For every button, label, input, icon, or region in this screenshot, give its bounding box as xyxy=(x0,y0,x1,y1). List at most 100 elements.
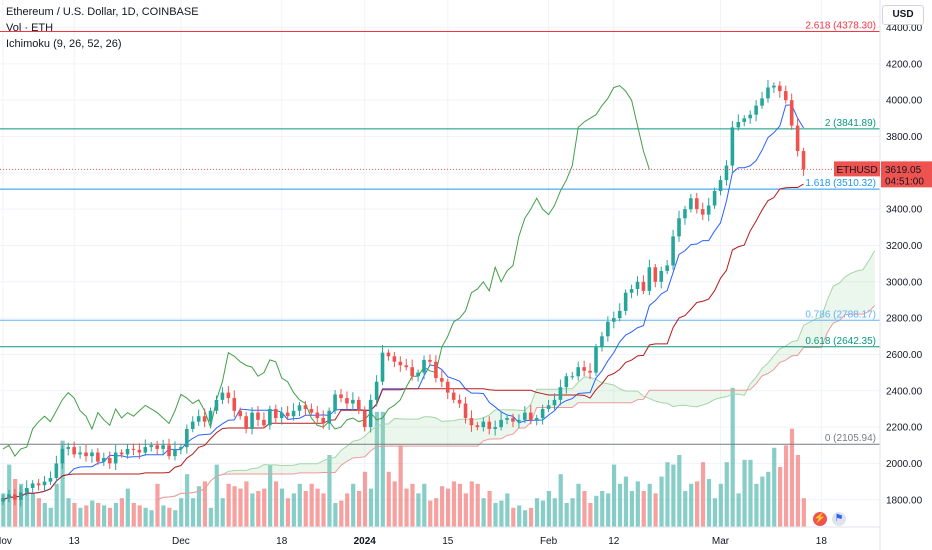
volume-bar xyxy=(540,500,546,527)
volume-bar xyxy=(179,498,184,527)
fib-label: 2.618 (4378.30) xyxy=(805,20,876,31)
candle-body xyxy=(665,265,669,271)
volume-bar xyxy=(582,491,587,527)
candle-body xyxy=(635,281,640,290)
candle-body xyxy=(309,408,314,413)
candle-body xyxy=(801,151,806,170)
candle-body xyxy=(18,492,23,500)
volume-bar xyxy=(291,493,296,527)
volume-bar xyxy=(641,491,646,527)
currency-button[interactable]: USD xyxy=(882,5,924,25)
volume-bar xyxy=(606,493,611,527)
candle-body xyxy=(540,408,545,419)
time-tick-label: 18 xyxy=(816,536,828,547)
leading-span-a xyxy=(156,250,876,501)
volume-bar xyxy=(66,498,71,527)
volume-bar xyxy=(617,483,623,527)
candle-body xyxy=(173,448,177,457)
volume-bar xyxy=(635,481,640,527)
candle-body xyxy=(695,198,699,210)
candle-body xyxy=(119,452,124,455)
candle-body xyxy=(718,180,723,191)
volume-bar xyxy=(742,459,747,527)
time-tick-label: Feb xyxy=(540,536,558,547)
candle-body xyxy=(220,392,225,400)
symbol-legend[interactable]: Ethereum / U.S. Dollar, 1D, COINBASE xyxy=(6,6,199,18)
volume-bar xyxy=(736,493,741,527)
fib-label: 2 (3841.89) xyxy=(825,118,876,129)
volume-bar xyxy=(434,498,439,527)
volume-bar xyxy=(60,440,65,527)
volume-bar xyxy=(279,488,285,527)
candle-body xyxy=(487,421,492,429)
candle-body xyxy=(671,236,675,266)
volume-bar xyxy=(760,476,765,527)
volume-bar xyxy=(570,498,575,527)
candle-body xyxy=(179,447,183,449)
volume-bar xyxy=(84,505,89,527)
price-tag xyxy=(881,161,932,188)
candle-body xyxy=(250,412,254,429)
time-tick-label: 18 xyxy=(276,536,288,547)
candle-body xyxy=(357,399,361,411)
candle-body xyxy=(434,361,438,379)
volume-bar xyxy=(362,471,368,527)
volume-bar xyxy=(339,500,344,527)
volume-bar xyxy=(410,483,415,527)
candle-body xyxy=(392,356,397,362)
candle-body xyxy=(208,410,213,422)
volume-bar xyxy=(321,493,326,527)
candle-body xyxy=(321,418,326,424)
volume-legend[interactable]: Vol · ETH xyxy=(6,22,54,34)
volume-bar xyxy=(196,486,202,527)
candle-body xyxy=(380,352,385,382)
price-tick-label: 4000.00 xyxy=(886,96,923,107)
candle-body xyxy=(629,289,634,293)
candle-body xyxy=(457,399,462,404)
volume-bar xyxy=(333,503,338,527)
volume-bar xyxy=(712,498,717,527)
candle-body xyxy=(167,445,171,457)
volume-bar xyxy=(706,479,712,527)
candle-body xyxy=(706,205,711,215)
time-tick-label: Dec xyxy=(172,536,190,547)
candle-body xyxy=(517,419,521,422)
volume-bar xyxy=(90,500,95,527)
candle-body xyxy=(689,198,693,210)
volume-bar xyxy=(208,507,213,527)
volume-bar xyxy=(374,411,379,527)
flag-icon[interactable]: ⚑ xyxy=(832,512,846,526)
ichimoku-legend[interactable]: Ichimoku (9, 26, 52, 26) xyxy=(6,38,122,50)
candle-body xyxy=(72,447,76,455)
volume-bar xyxy=(487,491,492,527)
volume-bar xyxy=(36,498,41,527)
candle-body xyxy=(445,381,450,393)
candle-body xyxy=(760,98,764,106)
time-tick-label: 13 xyxy=(69,536,81,547)
leading-span-b xyxy=(156,305,876,501)
time-tick-label: Mar xyxy=(712,536,730,547)
volume-bar xyxy=(214,464,219,527)
volume-bar xyxy=(629,491,634,527)
candle-body xyxy=(238,410,242,417)
volume-bar xyxy=(517,505,522,527)
volume-bar xyxy=(268,464,273,527)
candle-body xyxy=(754,105,758,115)
candle-body xyxy=(285,412,290,417)
lightning-icon[interactable]: ⚡ xyxy=(813,512,827,526)
volume-bar xyxy=(789,428,795,527)
candle-body xyxy=(600,336,604,348)
candle-body xyxy=(783,91,788,101)
candle-body xyxy=(564,376,569,388)
volume-bar xyxy=(416,493,421,527)
fibonacci-levels: 2.618 (4378.30) 2 (3841.89) 1.618 (3510.32… xyxy=(0,20,880,445)
volume-bar xyxy=(303,491,308,527)
candle-body xyxy=(268,408,272,426)
volume-bar xyxy=(588,503,593,527)
volume-bar xyxy=(232,486,237,527)
volume-bar xyxy=(54,483,59,527)
candle-body xyxy=(90,452,94,457)
candle-body xyxy=(291,410,296,417)
